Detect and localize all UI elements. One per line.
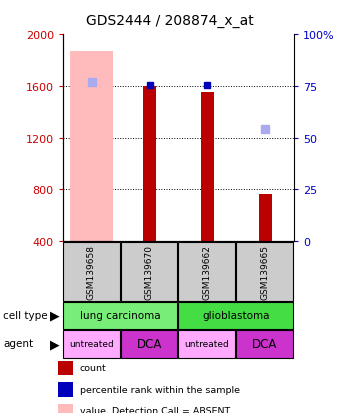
Text: count: count [80,363,107,373]
Text: untreated: untreated [69,339,114,348]
Bar [143,87,156,242]
Text: lung carcinoma: lung carcinoma [80,311,160,320]
Text: cell type: cell type [3,311,48,320]
Text: GSM139658: GSM139658 [87,244,96,299]
Text: untreated: untreated [185,339,229,348]
Text: percentile rank within the sample: percentile rank within the sample [80,385,240,394]
Text: agent: agent [3,339,34,349]
Text: DCA: DCA [136,337,162,350]
Text: DCA: DCA [252,337,277,350]
Text: GDS2444 / 208874_x_at: GDS2444 / 208874_x_at [86,14,254,28]
Bar [201,93,214,242]
Bar [70,52,114,242]
Text: value, Detection Call = ABSENT: value, Detection Call = ABSENT [80,406,230,413]
Text: GSM139662: GSM139662 [202,244,211,299]
Text: GSM139665: GSM139665 [260,244,269,299]
Text: ▶: ▶ [50,309,59,322]
Text: ▶: ▶ [50,337,59,350]
Bar [259,195,272,242]
Text: GSM139670: GSM139670 [144,244,154,299]
Text: glioblastoma: glioblastoma [202,311,270,320]
